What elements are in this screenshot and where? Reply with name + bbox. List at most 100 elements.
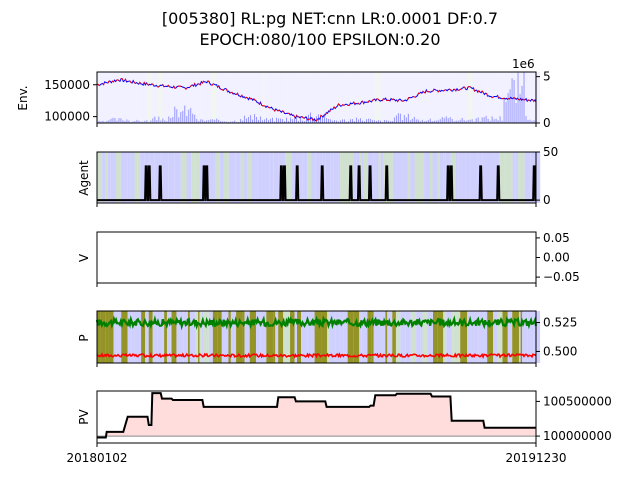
action-band [402, 152, 408, 203]
action-band [407, 152, 411, 203]
action-band [410, 311, 417, 363]
action-band [512, 152, 515, 203]
y-tick-label: 100000 [44, 110, 90, 124]
action-band [306, 72, 314, 123]
env-panel: Env. 150000 100000 5 0 1e6 [16, 57, 551, 130]
pv-line [97, 392, 536, 439]
action-band [430, 72, 436, 123]
action-band [535, 72, 540, 123]
action-band [480, 72, 486, 123]
action-band [518, 72, 524, 123]
action-band [168, 152, 175, 203]
action-band [193, 72, 197, 123]
action-band [392, 152, 397, 203]
action-band [270, 72, 273, 123]
env-right-offset-label: 1e6 [512, 57, 535, 71]
action-band [484, 311, 488, 363]
action-band [174, 152, 181, 203]
action-band [134, 72, 137, 123]
action-band [311, 152, 316, 203]
action-band [294, 311, 298, 363]
action-band [470, 152, 478, 203]
action-band [97, 152, 103, 203]
action-band [199, 311, 202, 363]
action-band [477, 152, 480, 203]
action-band [362, 152, 368, 203]
action-band [323, 72, 329, 123]
action-band [429, 152, 433, 203]
action-band [100, 72, 105, 123]
action-band [514, 152, 516, 203]
action-band [359, 311, 362, 363]
action-band [235, 72, 240, 123]
action-band [249, 311, 256, 363]
action-band [228, 311, 231, 363]
action-band [499, 152, 506, 203]
action-band [273, 152, 279, 203]
action-band [385, 311, 388, 363]
action-band [191, 152, 195, 203]
action-band [527, 311, 530, 363]
action-band [394, 72, 402, 123]
action-band [97, 72, 101, 123]
action-band [371, 72, 376, 123]
action-band [488, 152, 495, 203]
action-band [170, 311, 172, 363]
action-band [134, 311, 142, 363]
action-band [422, 72, 429, 123]
action-band [203, 311, 209, 363]
action-band [251, 152, 256, 203]
action-band [176, 311, 184, 363]
action-band [328, 72, 334, 123]
action-band [272, 72, 275, 123]
p-ylabel: P [77, 334, 91, 341]
action-band [195, 311, 199, 363]
action-band [216, 72, 220, 123]
action-band [300, 72, 307, 123]
action-band [269, 152, 274, 203]
action-band [450, 152, 456, 203]
action-band [316, 72, 320, 123]
action-band [149, 152, 155, 203]
action-band [179, 72, 186, 123]
action-band [467, 72, 473, 123]
action-band [520, 311, 523, 363]
action-band [285, 152, 292, 203]
action-band [482, 152, 489, 203]
action-band [343, 311, 346, 363]
y-tick-label: 0.500 [543, 344, 577, 358]
action-band [505, 152, 513, 203]
action-band [392, 311, 396, 363]
action-band [333, 152, 339, 203]
action-band [371, 311, 374, 363]
action-band [166, 311, 171, 363]
action-band [151, 72, 158, 123]
action-band [213, 152, 216, 203]
action-band [313, 72, 317, 123]
action-band [375, 152, 379, 203]
action-band [498, 72, 505, 123]
action-band [105, 152, 108, 203]
action-band [207, 72, 212, 123]
action-band [198, 311, 200, 363]
action-band [109, 72, 111, 123]
action-band [187, 311, 190, 363]
action-band [228, 152, 236, 203]
action-band [229, 72, 236, 123]
action-band [509, 72, 514, 123]
action-band [162, 152, 169, 203]
action-band [97, 311, 101, 363]
action-band [338, 152, 341, 203]
action-band [443, 311, 447, 363]
action-band [439, 152, 444, 203]
action-band [378, 152, 381, 203]
action-band [119, 72, 125, 123]
action-band [502, 311, 508, 363]
action-band [131, 72, 135, 123]
action-band [199, 72, 205, 123]
action-band [145, 311, 149, 363]
action-band [335, 311, 340, 363]
action-band [314, 311, 322, 363]
action-band [504, 72, 510, 123]
